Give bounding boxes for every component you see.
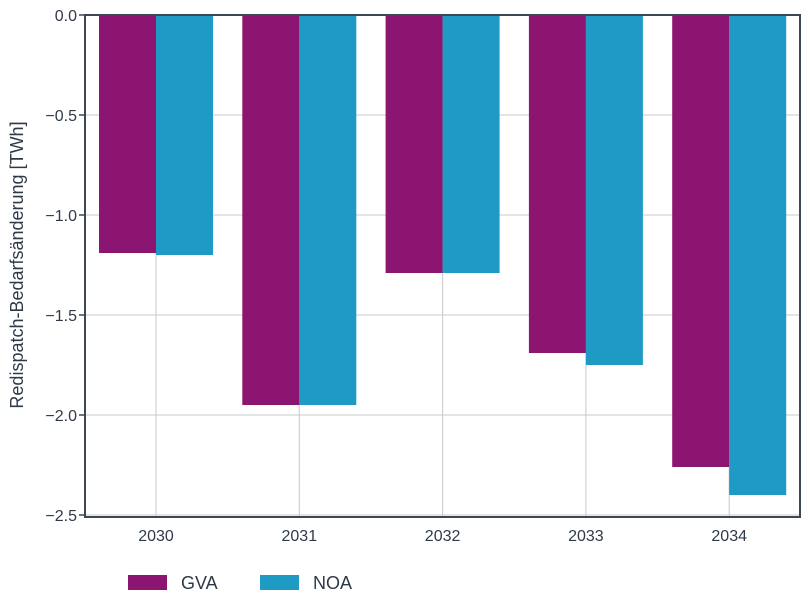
x-tick-label: 2032 bbox=[425, 528, 461, 545]
y-tick-label: −1.5 bbox=[45, 308, 77, 325]
legend-item-noa[interactable]: NOA bbox=[260, 573, 352, 593]
legend: GVA NOA bbox=[128, 573, 352, 593]
y-axis-title: Redispatch-Bedarfsänderung [TWh] bbox=[7, 121, 27, 408]
plot-frame bbox=[84, 14, 801, 518]
bar-noa-2034 bbox=[729, 15, 787, 495]
x-tick-label: 2030 bbox=[138, 528, 174, 545]
bar-noa-2030 bbox=[156, 15, 213, 255]
bar-noa-2031 bbox=[299, 15, 357, 405]
legend-label: NOA bbox=[313, 573, 352, 593]
bars bbox=[99, 15, 787, 495]
legend-swatch bbox=[128, 575, 167, 590]
x-tick-label: 2033 bbox=[568, 528, 604, 545]
bar-gva-2033 bbox=[528, 15, 586, 353]
legend-item-gva[interactable]: GVA bbox=[128, 573, 218, 593]
x-tick-label: 2034 bbox=[711, 528, 747, 545]
legend-swatch bbox=[260, 575, 299, 590]
legend-label: GVA bbox=[181, 573, 218, 593]
bar-noa-2033 bbox=[585, 15, 643, 365]
y-tick-label: −2.5 bbox=[45, 508, 77, 525]
bar-gva-2031 bbox=[242, 15, 300, 405]
bar-gva-2034 bbox=[672, 15, 730, 467]
y-tick-label: −2.0 bbox=[45, 408, 77, 425]
y-tick-label: −1.0 bbox=[45, 208, 77, 225]
x-axis-ticks: 2030 2031 2032 2033 2034 bbox=[138, 528, 747, 545]
x-tick-label: 2031 bbox=[282, 528, 318, 545]
y-tick-label: −0.5 bbox=[45, 108, 77, 125]
bar-gva-2030 bbox=[99, 15, 156, 253]
y-tick-label: 0.0 bbox=[55, 8, 77, 25]
y-axis-ticks: 0.0 −0.5 −1.0 −1.5 −2.0 −2.5 bbox=[45, 8, 85, 525]
bar-gva-2032 bbox=[385, 15, 443, 273]
bar-noa-2032 bbox=[442, 15, 500, 273]
